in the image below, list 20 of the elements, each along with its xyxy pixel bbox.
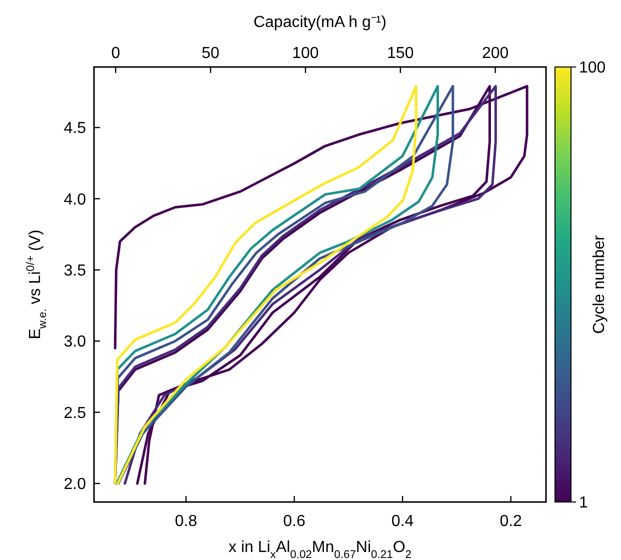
x2-tick-label: 150 [387,45,414,62]
x-tick-label: 0.2 [500,513,522,530]
y-tick-label: 2.5 [64,404,86,422]
x2-tick-label: 0 [111,45,120,62]
x2-tick-label: 200 [482,45,509,62]
y-tick-label: 3.0 [64,334,86,351]
y-tick-label: 4.0 [64,191,86,208]
y-tick-label: 4.5 [64,120,86,138]
y-tick-label: 2.0 [64,476,86,494]
x2-tick-label: 100 [292,45,319,62]
x-tick-label: 0.8 [174,513,198,530]
x-tick-label: 0.4 [391,513,414,530]
y-tick-label: 3.5 [64,262,86,280]
x-tick-label: 0.6 [283,513,306,530]
color-bar-label: 100 [579,60,606,77]
text: x in Li$_{x}$Al$_{0.02}$Mn$_{0.67}$Ni$_{0.21}$O$_{2}$ [228,539,412,560]
x2-axis-title: Capacity(mA h g⁻¹) [253,14,387,31]
color-bar-label: 1 [579,494,588,512]
color-bar-title: Cycle number [591,234,608,334]
x2-tick-label: 50 [202,45,220,62]
